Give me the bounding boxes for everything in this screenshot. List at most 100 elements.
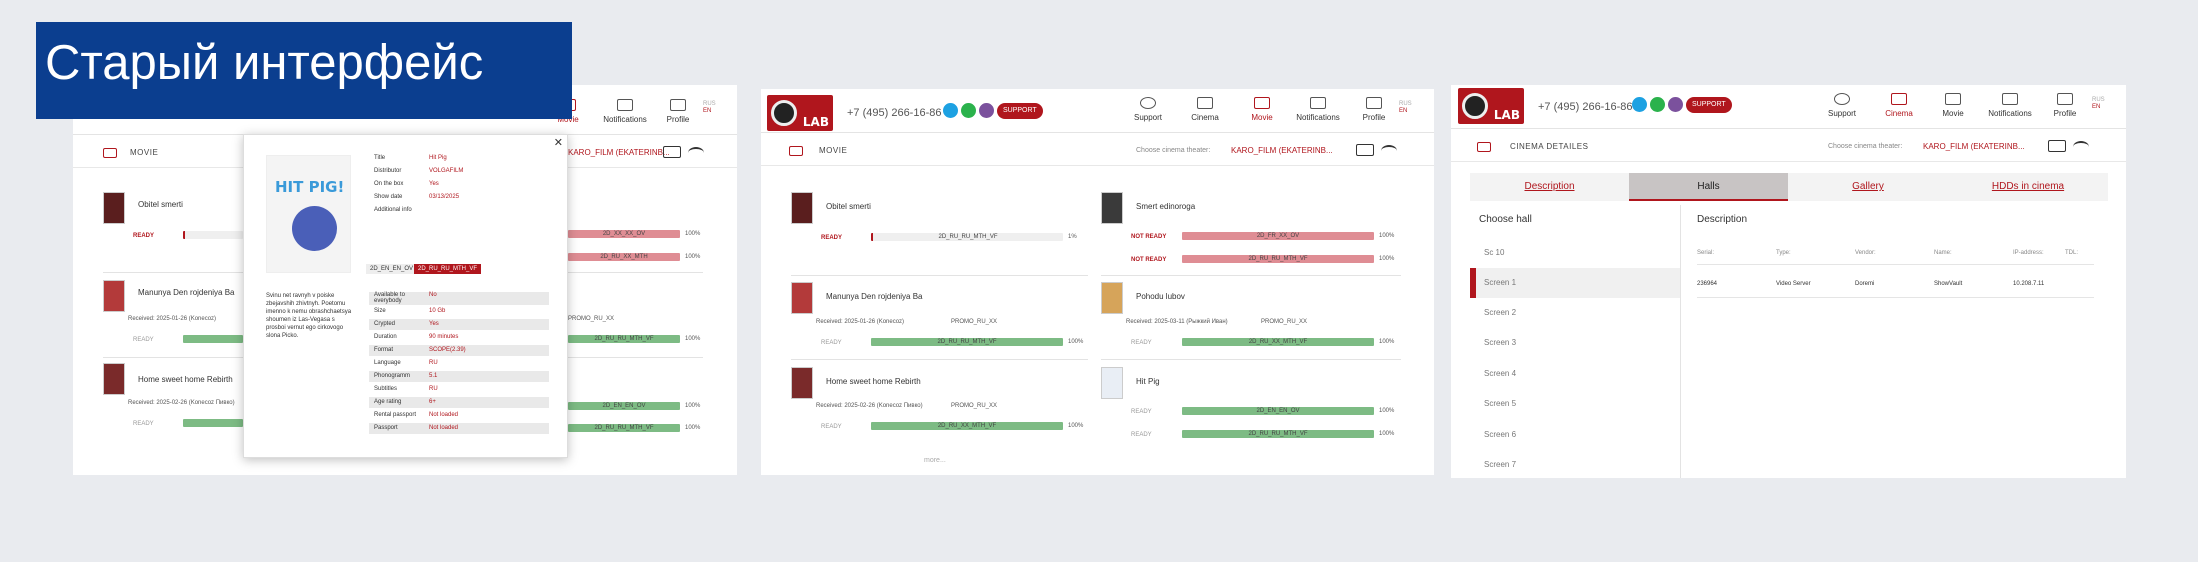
table-divider: [1697, 297, 2094, 298]
wifi-icon: [1381, 145, 1397, 157]
tab-halls[interactable]: Halls: [1629, 173, 1788, 201]
prop-row: Rental passport Not loaded: [374, 412, 459, 418]
movie-title[interactable]: Obitel smerti: [826, 202, 871, 211]
nav-support[interactable]: Support: [1123, 97, 1173, 122]
movie-poster[interactable]: [1101, 367, 1123, 399]
nav-movie[interactable]: Movie: [1237, 97, 1287, 122]
hall-item[interactable]: Screen 7: [1484, 460, 1517, 469]
nav-notifications[interactable]: Notifications: [1293, 97, 1343, 122]
movie-title[interactable]: Obitel smerti: [138, 200, 183, 209]
support-button[interactable]: SUPPORT: [1686, 97, 1732, 113]
movie-icon: [1254, 97, 1270, 109]
mail-icon: [1310, 97, 1326, 109]
choose-hall-title: Choose hall: [1479, 214, 1532, 225]
movie-poster[interactable]: [791, 282, 813, 314]
skype-icon[interactable]: [1632, 97, 1647, 112]
theater-select[interactable]: KARO_FILM (EKATERINB...: [568, 148, 670, 157]
language-switch[interactable]: RUS EN: [2092, 97, 2105, 110]
tab-gallery[interactable]: Gallery: [1788, 173, 1948, 201]
info-row: Title Hit Pig: [374, 155, 447, 161]
movie-title[interactable]: Manunya Den rojdeniya Ba: [826, 292, 923, 301]
movie-poster[interactable]: [791, 192, 813, 224]
progress-bar: 2D_RU_RU_MTH_VF: [568, 424, 680, 432]
whatsapp-icon[interactable]: [1650, 97, 1665, 112]
progress-bar: [183, 419, 243, 427]
nav-profile[interactable]: Profile: [2040, 93, 2090, 118]
hall-item[interactable]: Screen 2: [1484, 308, 1517, 317]
whatsapp-icon[interactable]: [961, 103, 976, 118]
progress-bar: 2D_RU_RU_MTH_VF: [871, 338, 1063, 346]
format-chip[interactable]: 2D_RU_RU_MTH_VF: [414, 264, 482, 274]
tab-hdds[interactable]: HDDs in cinema: [1948, 173, 2108, 201]
nav-profile[interactable]: Profile: [1349, 97, 1399, 122]
section-bar: MOVIE Choose cinema theater: KARO_FILM (…: [761, 136, 1434, 166]
viber-icon[interactable]: [979, 103, 994, 118]
language-switch[interactable]: RUS EN: [703, 101, 716, 114]
hall-item[interactable]: Screen 1: [1470, 268, 1680, 298]
hall-item[interactable]: Screen 4: [1484, 369, 1517, 378]
mail-icon: [617, 99, 633, 111]
prop-row: Phonogramm 5.1: [369, 371, 549, 382]
movie-poster[interactable]: [1101, 282, 1123, 314]
top-bar: LAB +7 (495) 266-16-86 SUPPORT Support C…: [761, 89, 1434, 133]
tab-description[interactable]: Description: [1470, 173, 1629, 201]
poster-title: HIT PIG!: [275, 178, 345, 196]
movie-title[interactable]: Pohodu lubov: [1136, 292, 1185, 301]
movie-title[interactable]: Manunya Den rojdeniya Ba: [138, 288, 235, 297]
refresh-icon: [1834, 93, 1850, 105]
close-icon[interactable]: ✕: [553, 137, 563, 149]
table-divider: [1697, 264, 2094, 265]
promo-label: PROMO_RU_XX: [951, 319, 998, 325]
progress-percent: 100%: [1068, 423, 1084, 429]
progress-bar: 2D_RU_RU_MTH_VF: [568, 335, 680, 343]
viber-icon[interactable]: [1668, 97, 1683, 112]
progress-percent: 100%: [685, 231, 701, 237]
nav-notifications[interactable]: Notifications: [1985, 93, 2035, 118]
section-title: MOVIE: [130, 148, 159, 157]
nav-support[interactable]: Support: [1817, 93, 1867, 118]
skype-icon[interactable]: [943, 103, 958, 118]
hall-item[interactable]: Screen 3: [1484, 338, 1517, 347]
movie-poster[interactable]: [103, 192, 125, 224]
progress-percent: 100%: [685, 403, 701, 409]
status-label: NOT READY: [1131, 257, 1167, 263]
folder-icon[interactable]: [663, 146, 681, 158]
cell-serial: 236964: [1697, 281, 1718, 287]
nav-profile[interactable]: Profile: [653, 99, 703, 124]
hall-item[interactable]: Sc 10: [1484, 248, 1505, 257]
cinemalab-logo: LAB: [767, 95, 833, 131]
prop-row: Duration 90 minutes: [374, 334, 459, 340]
cinemalab-logo: LAB: [1458, 88, 1524, 124]
format-chip[interactable]: 2D_EN_EN_OV: [366, 264, 418, 274]
profile-icon: [670, 99, 686, 111]
theater-select[interactable]: KARO_FILM (EKATERINB...: [1231, 146, 1333, 155]
hall-item[interactable]: Screen 6: [1484, 430, 1517, 439]
progress-bar: [183, 335, 243, 343]
movie-title[interactable]: Home sweet home Rebirth: [826, 377, 921, 386]
folder-icon[interactable]: [2048, 140, 2066, 152]
cell-name: ShowVault: [1934, 281, 1963, 287]
movie-title[interactable]: Hit Pig: [1136, 377, 1160, 386]
divider: [1101, 275, 1401, 276]
folder-icon[interactable]: [1356, 144, 1374, 156]
hall-item[interactable]: Screen 5: [1484, 399, 1517, 408]
language-switch[interactable]: RUS EN: [1399, 101, 1412, 114]
movie-poster[interactable]: [103, 363, 125, 395]
phone-number: +7 (495) 266-16-86: [847, 107, 942, 119]
prop-row: Crypted Yes: [369, 319, 549, 330]
more-link[interactable]: more...: [924, 457, 946, 464]
progress-percent: 100%: [1379, 339, 1395, 345]
movie-poster[interactable]: [103, 280, 125, 312]
support-button[interactable]: SUPPORT: [997, 103, 1043, 119]
theater-select[interactable]: KARO_FILM (EKATERINB...: [1923, 142, 2025, 151]
nav-cinema[interactable]: Cinema: [1180, 97, 1230, 122]
progress-bar: 2D_RU_XX_MTH_VF: [871, 422, 1063, 430]
received-date: Received: 2025-02-26 (Konecoz Пивко): [128, 400, 235, 406]
movie-title[interactable]: Smert edinoroga: [1136, 202, 1196, 211]
nav-notifications[interactable]: Notifications: [600, 99, 650, 124]
movie-poster[interactable]: [1101, 192, 1123, 224]
movie-poster[interactable]: [791, 367, 813, 399]
nav-cinema[interactable]: Cinema: [1874, 93, 1924, 118]
movie-title[interactable]: Home sweet home Rebirth: [138, 375, 233, 384]
nav-movie[interactable]: Movie: [1928, 93, 1978, 118]
